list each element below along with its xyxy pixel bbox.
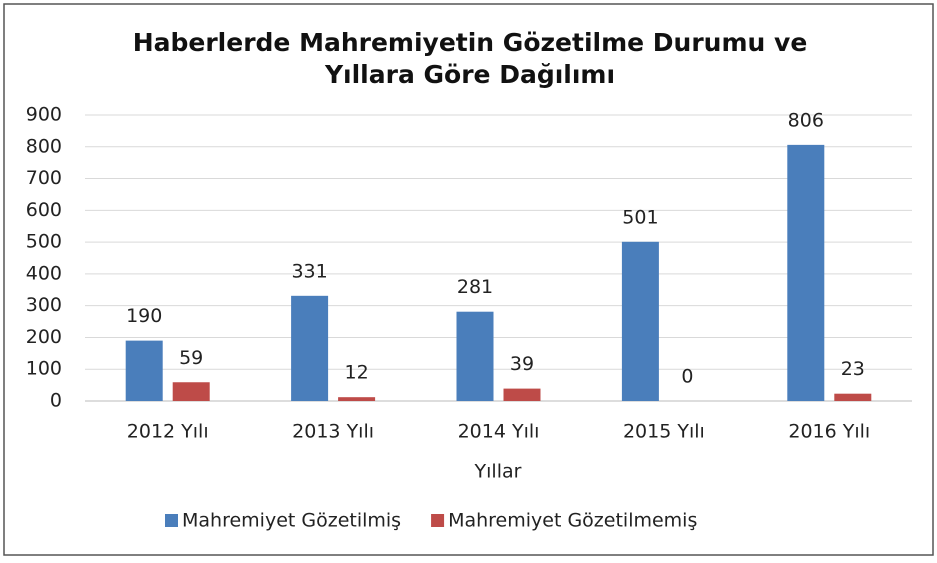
legend-label: Mahremiyet Gözetilmiş [182, 510, 401, 532]
y-tick-label: 100 [26, 358, 62, 380]
y-tick-label: 500 [26, 231, 62, 253]
x-axis-label: Yıllar [474, 461, 522, 483]
bar [125, 340, 163, 401]
data-label: 806 [788, 109, 824, 131]
y-tick-label: 600 [26, 199, 62, 221]
y-tick-label: 400 [26, 262, 62, 284]
legend-swatch [431, 514, 445, 527]
y-tick-label: 900 [26, 104, 62, 126]
bar [172, 382, 210, 401]
chart-title: Yıllara Göre Dağılımı [324, 60, 615, 89]
bar [456, 311, 494, 401]
bar [338, 397, 376, 401]
data-label: 501 [622, 206, 658, 228]
data-label: 12 [345, 362, 369, 384]
bar [834, 393, 872, 401]
legend-swatch [165, 514, 178, 527]
y-tick-label: 300 [26, 294, 62, 316]
y-tick-label: 200 [26, 326, 62, 348]
legend-label: Mahremiyet Gözetilmemiş [448, 510, 697, 532]
y-tick-label: 800 [26, 135, 62, 157]
y-tick-label: 0 [50, 390, 62, 412]
y-tick-label: 700 [26, 167, 62, 189]
bar [291, 295, 329, 401]
x-tick-label: 2016 Yılı [788, 421, 870, 443]
x-tick-label: 2014 Yılı [458, 421, 540, 443]
chart-title: Haberlerde Mahremiyetin Gözetilme Durumu… [133, 28, 808, 57]
data-label: 331 [291, 260, 327, 282]
data-label: 0 [681, 366, 693, 388]
bar [787, 144, 825, 402]
x-tick-label: 2013 Yılı [292, 421, 374, 443]
data-label: 59 [179, 347, 203, 369]
bar [621, 241, 659, 401]
data-label: 281 [457, 276, 493, 298]
data-label: 39 [510, 353, 534, 375]
x-tick-label: 2015 Yılı [623, 421, 705, 443]
bar [503, 388, 541, 401]
data-label: 190 [126, 305, 162, 327]
data-label: 23 [841, 358, 865, 380]
chart-frame [3, 3, 934, 556]
x-tick-label: 2012 Yılı [127, 421, 209, 443]
